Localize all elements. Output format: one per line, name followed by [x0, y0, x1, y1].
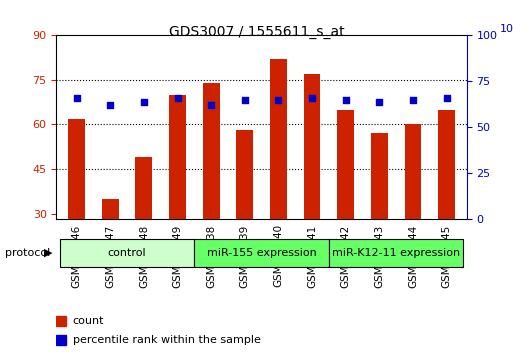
Bar: [169, 95, 186, 303]
Bar: [270, 59, 287, 303]
Point: [106, 103, 114, 108]
Text: count: count: [73, 316, 104, 326]
Text: control: control: [108, 248, 146, 258]
Text: miR-K12-11 expression: miR-K12-11 expression: [332, 248, 460, 258]
Bar: [371, 133, 388, 303]
Point: [376, 99, 384, 104]
Point: [274, 97, 283, 103]
Point: [409, 97, 417, 103]
FancyBboxPatch shape: [329, 239, 463, 268]
Point: [342, 97, 350, 103]
Bar: [338, 110, 354, 303]
Point: [173, 95, 182, 101]
Bar: [135, 157, 152, 303]
Text: protocol: protocol: [5, 248, 50, 258]
Text: ▶: ▶: [44, 248, 52, 258]
Point: [72, 95, 81, 101]
Point: [207, 103, 215, 108]
Point: [308, 95, 316, 101]
Bar: [304, 74, 321, 303]
Bar: [405, 125, 421, 303]
Bar: [203, 83, 220, 303]
Point: [241, 97, 249, 103]
Text: percentile rank within the sample: percentile rank within the sample: [73, 335, 261, 345]
FancyBboxPatch shape: [194, 239, 329, 268]
Text: miR-155 expression: miR-155 expression: [207, 248, 317, 258]
Point: [443, 95, 451, 101]
Bar: [438, 110, 455, 303]
Text: GDS3007 / 1555611_s_at: GDS3007 / 1555611_s_at: [169, 25, 344, 39]
Bar: [68, 119, 85, 303]
FancyBboxPatch shape: [60, 239, 194, 268]
Bar: [102, 199, 119, 303]
Text: 100%: 100%: [500, 24, 513, 34]
Point: [140, 99, 148, 104]
Bar: [236, 130, 253, 303]
